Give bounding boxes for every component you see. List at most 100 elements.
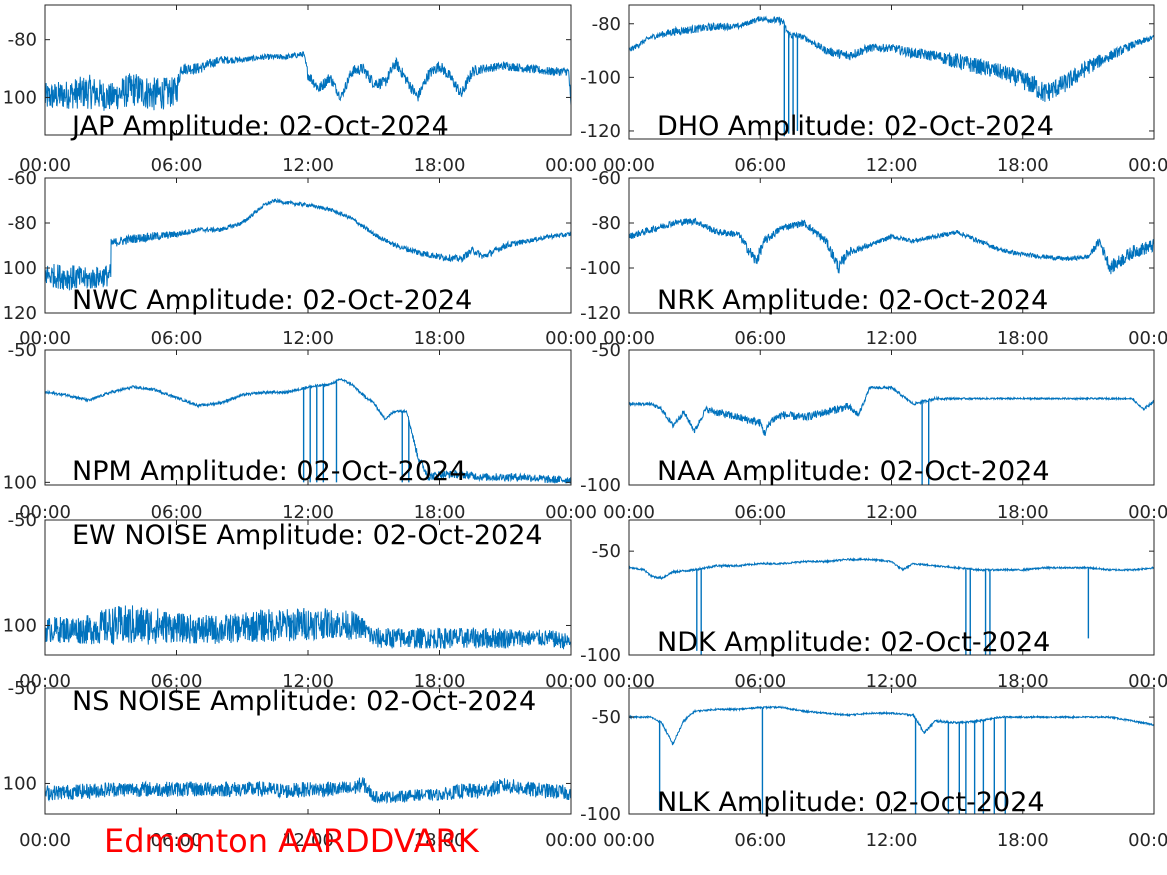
x-tick-label: 06:00 bbox=[151, 155, 203, 176]
panel-title: DHO Amplitude: 02-Oct-2024 bbox=[657, 111, 1054, 142]
x-tick-label: 06:00 bbox=[734, 830, 786, 851]
x-tick-label: 00:00 bbox=[603, 671, 655, 692]
panel-title: NLK Amplitude: 02-Oct-2024 bbox=[657, 787, 1045, 818]
y-tick-label: -50 bbox=[8, 510, 37, 531]
series-line bbox=[629, 217, 1154, 275]
x-tick-label: 18:00 bbox=[414, 328, 466, 349]
x-tick-label: 00:00 bbox=[1128, 328, 1167, 349]
x-tick-label: 00:00 bbox=[603, 502, 655, 523]
y-tick-label: -100 bbox=[580, 258, 621, 279]
panel-title: NDK Amplitude: 02-Oct-2024 bbox=[657, 627, 1050, 658]
x-tick-label: 12:00 bbox=[282, 502, 334, 523]
x-tick-label: 00:00 bbox=[1128, 502, 1167, 523]
y-tick-label: 100 bbox=[3, 773, 37, 794]
x-tick-label: 00:00 bbox=[603, 155, 655, 176]
y-tick-label: -100 bbox=[580, 67, 621, 88]
panel-6: -50 100 00:00 06:00 12:00 18:00 00:00 EW NOISE … bbox=[3, 510, 597, 692]
x-tick-label: 00:00 bbox=[19, 830, 71, 851]
x-tick-label: 12:00 bbox=[866, 502, 918, 523]
y-tick-label: -50 bbox=[8, 340, 37, 361]
y-tick-label: -60 bbox=[592, 168, 621, 189]
panel-0: -80 100 00:00 06:00 12:00 18:00 00:00 JAP Ampli… bbox=[3, 4, 597, 176]
series-line bbox=[45, 51, 571, 111]
x-tick-label: 00:00 bbox=[19, 328, 71, 349]
panel-title: NAA Amplitude: 02-Oct-2024 bbox=[657, 456, 1050, 487]
y-tick-label: -50 bbox=[8, 678, 37, 699]
x-tick-label: 18:00 bbox=[997, 328, 1049, 349]
x-tick-label: 12:00 bbox=[866, 830, 918, 851]
y-tick-label: 100 bbox=[3, 472, 37, 493]
x-tick-label: 18:00 bbox=[997, 830, 1049, 851]
series-line bbox=[629, 15, 1154, 102]
y-tick-label: -50 bbox=[592, 340, 621, 361]
x-tick-label: 00:00 bbox=[1128, 155, 1167, 176]
panel-8: -50 100 00:00 06:00 12:00 18:00 00:00 NS NOISE … bbox=[3, 678, 597, 851]
y-tick-label: -50 bbox=[592, 707, 621, 728]
y-tick-label: 100 bbox=[3, 87, 37, 108]
x-tick-label: 18:00 bbox=[414, 155, 466, 176]
x-tick-label: 06:00 bbox=[151, 830, 203, 851]
series-line bbox=[45, 197, 571, 291]
panel-3: -60-80-100-12000:0006:0012:0018:0000:00N… bbox=[580, 168, 1167, 349]
y-tick-label: -60 bbox=[8, 168, 37, 189]
x-tick-label: 18:00 bbox=[414, 502, 466, 523]
y-tick-label: -50 bbox=[592, 541, 621, 562]
panel-title: JAP Amplitude: 02-Oct-2024 bbox=[70, 111, 449, 142]
x-tick-label: 12:00 bbox=[866, 671, 918, 692]
x-tick-label: 00:00 bbox=[603, 830, 655, 851]
series-line bbox=[629, 385, 1154, 436]
x-tick-label: 00:00 bbox=[545, 155, 597, 176]
panel-1: -80-100-12000:0006:0012:0018:0000:00DHO … bbox=[580, 4, 1167, 176]
x-tick-label: 00:00 bbox=[603, 328, 655, 349]
x-tick-label: 18:00 bbox=[997, 155, 1049, 176]
x-tick-label: 12:00 bbox=[282, 671, 334, 692]
y-tick-label: -80 bbox=[592, 14, 621, 35]
x-tick-label: 00:00 bbox=[19, 155, 71, 176]
y-tick-label: -80 bbox=[8, 213, 37, 234]
panel-title: NS NOISE Amplitude: 02-Oct-2024 bbox=[72, 686, 536, 717]
panel-title: NRK Amplitude: 02-Oct-2024 bbox=[657, 285, 1048, 316]
x-tick-label: 00:00 bbox=[19, 671, 71, 692]
y-tick-label: 100 bbox=[3, 615, 37, 636]
series-line bbox=[45, 378, 571, 484]
y-tick-label: 100 bbox=[3, 258, 37, 279]
x-tick-label: 12:00 bbox=[282, 830, 334, 851]
x-tick-label: 12:00 bbox=[282, 155, 334, 176]
y-tick-label: -100 bbox=[580, 804, 621, 825]
station-title: Edmonton AARDDVARK bbox=[104, 822, 479, 860]
x-tick-label: 06:00 bbox=[734, 328, 786, 349]
x-tick-label: 06:00 bbox=[734, 155, 786, 176]
x-tick-label: 18:00 bbox=[997, 502, 1049, 523]
series-line bbox=[45, 777, 571, 805]
x-tick-label: 12:00 bbox=[282, 328, 334, 349]
x-tick-label: 06:00 bbox=[734, 671, 786, 692]
y-tick-label: -100 bbox=[580, 645, 621, 666]
x-tick-label: 06:00 bbox=[151, 328, 203, 349]
y-tick-label: -80 bbox=[592, 213, 621, 234]
panel-title: EW NOISE Amplitude: 02-Oct-2024 bbox=[72, 520, 543, 551]
x-tick-label: 18:00 bbox=[414, 830, 466, 851]
x-tick-label: 00:00 bbox=[545, 830, 597, 851]
x-tick-label: 00:00 bbox=[1128, 671, 1167, 692]
x-tick-label: 18:00 bbox=[414, 671, 466, 692]
x-tick-label: 00:00 bbox=[545, 328, 597, 349]
panel-title: NPM Amplitude: 02-Oct-2024 bbox=[72, 456, 466, 487]
y-tick-label: -100 bbox=[580, 475, 621, 496]
series-line bbox=[629, 557, 1154, 580]
x-tick-label: 06:00 bbox=[734, 502, 786, 523]
y-tick-label: -80 bbox=[8, 30, 37, 51]
x-tick-label: 06:00 bbox=[151, 671, 203, 692]
x-tick-label: 00:00 bbox=[545, 671, 597, 692]
series-line bbox=[629, 705, 1154, 746]
x-tick-label: 12:00 bbox=[866, 155, 918, 176]
x-tick-label: 12:00 bbox=[866, 328, 918, 349]
series-line bbox=[45, 605, 571, 650]
x-tick-label: 18:00 bbox=[997, 671, 1049, 692]
x-tick-label: 00:00 bbox=[545, 502, 597, 523]
